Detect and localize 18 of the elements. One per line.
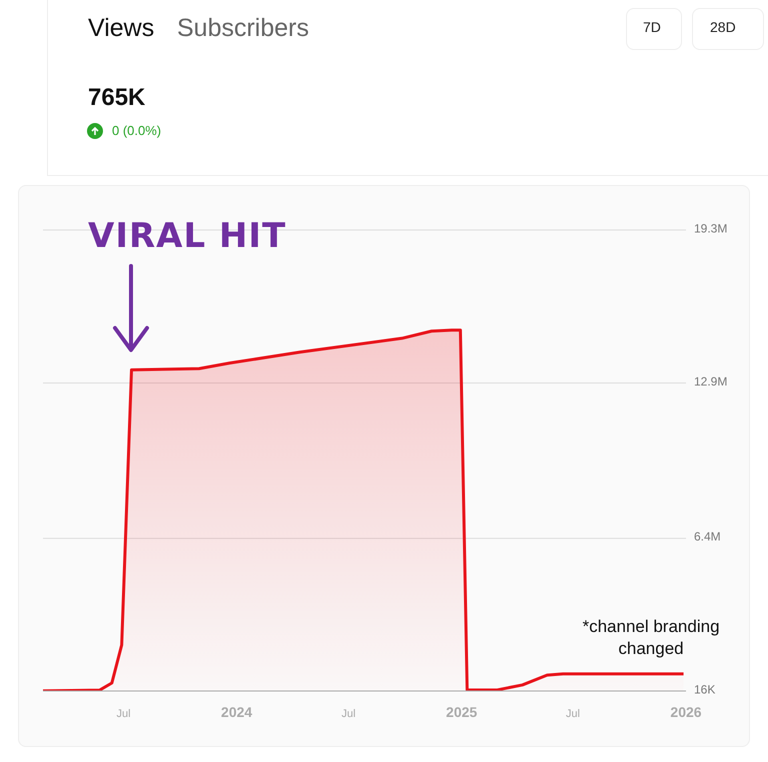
y-tick-label: 12.9M (694, 374, 728, 388)
x-tick-label: 2024 (221, 704, 252, 720)
text: Subscribers (177, 14, 309, 43)
text: Views (88, 14, 154, 43)
text: 0 (0.0%) (112, 123, 162, 138)
text: 765K (88, 84, 146, 112)
y-tick-label: 16K (694, 682, 716, 696)
x-tick-label: 2026 (670, 704, 702, 720)
y-tick-label: 6.4M (694, 530, 721, 544)
x-tick-label: Jul (341, 708, 356, 720)
annotation: VIRAL HIT (88, 216, 286, 256)
x-tick-label: 2025 (446, 704, 478, 720)
annotation: *channel branding changed (581, 616, 721, 660)
text: 7D (643, 19, 661, 35)
y-tick-label: 19.3M (694, 221, 728, 236)
x-tick-label: Jul (116, 708, 131, 720)
text: 28D (710, 19, 736, 35)
x-tick-label: Jul (566, 708, 580, 720)
